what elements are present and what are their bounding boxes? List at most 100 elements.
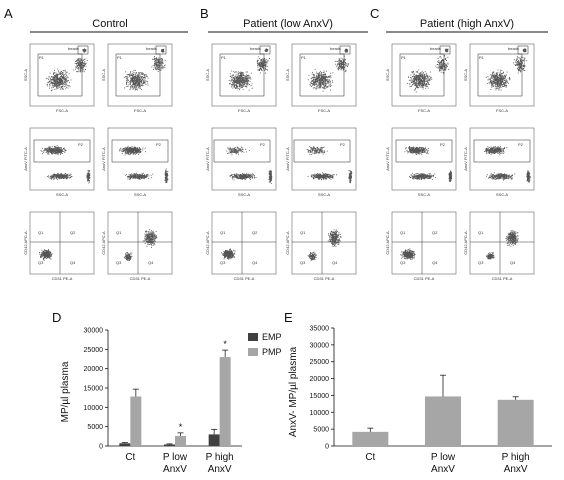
facs-ylabel: SSC-A [285,69,290,82]
gate-p2-label: P2 [260,142,266,147]
gate-p1 [477,53,523,97]
events-cloud [39,249,53,261]
chart-e: AnxV- MP/µl plasma 0 5000 10000 15000 20000 2… [288,326,552,475]
gate-beads-label: beads [146,46,157,51]
gate-p2-label: P2 [440,142,446,147]
facs-frame [29,43,95,107]
events-cloud [45,68,72,92]
bar [219,357,231,446]
quadrant-q3: Q3 [38,260,44,265]
y-tick-label: 10000 [84,405,104,412]
facs-plot: SSC-A FSC-A P1 beads [463,43,535,113]
facs-frame [29,127,95,191]
events-cloud [513,55,527,74]
bar [164,444,175,446]
facs-plot: SSC-A FSC-A P1 beads [385,43,457,113]
facs-frame [469,211,535,275]
facs-xlabel: SSC-A [496,192,509,197]
facs-frame [29,211,95,275]
facs-xlabel: FSC-A [134,108,146,113]
y-tick-label: 0 [99,444,103,451]
facs-xlabel: FSC-A [318,108,330,113]
significance-star: * [179,422,183,432]
bar [425,396,461,446]
events-cloud [123,252,133,261]
gate-p1-label: P1 [401,55,407,60]
category-label: P low [431,452,456,463]
events-cloud [400,248,416,260]
y-tick-label: 20000 [310,376,330,383]
facs-ylabel: AnxV FITC-A [101,147,106,171]
events-cloud [307,172,337,181]
quadrant-q2: Q2 [70,230,76,235]
bar [175,435,186,446]
flow-cytometry-grid: SSC-A FSC-A P1 beads SSC-A FSC-A P1 beads SSC-A F… [23,43,535,281]
group-title-patient-low: Patient (low AnxV) [243,18,333,30]
events-cloud [327,229,342,247]
beads-cloud [161,48,165,53]
facs-xlabel: SSC-A [56,192,69,197]
y-tick-label: 5000 [313,427,329,434]
events-cloud [485,69,511,91]
gate-p1 [299,53,345,97]
panel-letter-c: C [370,6,379,21]
category-label: P low [163,452,188,463]
quadrant-q1: Q1 [220,230,226,235]
gate-p2-label: P2 [518,142,524,147]
facs-ylabel: AnxV FITC-A [205,147,210,171]
facs-frame [391,211,457,275]
facs-ylabel: CD42 APC-A [385,231,390,255]
events-cloud [124,69,149,91]
gate-beads [155,45,167,55]
gate-p2-label: P2 [156,142,162,147]
facs-ylabel: AnxV FITC-A [285,147,290,171]
gate-p1-label: P1 [479,55,485,60]
y-tick-label: 25000 [84,347,104,354]
facs-ylabel: CD42 APC-A [463,231,468,255]
facs-frame [107,127,173,191]
facs-frame [211,211,277,275]
bar [130,396,142,446]
quadrant-q3: Q3 [116,260,122,265]
y-tick-label: 5000 [87,424,103,431]
quadrant-q4: Q4 [252,260,258,265]
quadrant-q4: Q4 [510,260,516,265]
facs-ylabel: AnxV FITC-A [463,147,468,171]
bar [208,434,220,446]
gate-p2-label: P2 [78,142,84,147]
beads-cloud [348,170,353,184]
gate-p1-label: P1 [39,55,45,60]
facs-xlabel: FSC-A [56,108,68,113]
gate-p1 [399,53,445,97]
facs-plot: AnxV FITC-A SSC-A P2 [463,127,535,197]
events-cloud [307,68,334,92]
events-cloud [46,172,73,180]
quadrant-q2: Q2 [432,230,438,235]
facs-plot: SSC-A FSC-A P1 beads [23,43,95,113]
gate-p1-label: P1 [221,55,227,60]
gate-p1-label: P1 [117,55,123,60]
facs-xlabel: FSC-A [418,108,430,113]
events-cloud [486,172,516,181]
events-cloud [228,70,253,91]
gate-beads [339,45,351,55]
events-cloud [307,251,317,262]
events-cloud [505,230,519,247]
quadrant-q3: Q3 [400,260,406,265]
facs-ylabel: CD42 APC-A [285,231,290,255]
events-cloud [40,145,67,155]
facs-ylabel: CD42 APC-A [23,231,28,255]
legend-label: EMP [262,332,282,342]
facs-xlabel: CD31 PE-A [314,276,335,281]
facs-plot: AnxV FITC-A SSC-A P2 [101,127,173,197]
category-label: Ct [365,452,375,463]
bar [352,431,389,446]
category-label: Ct [125,452,135,463]
events-cloud [151,56,166,72]
facs-ylabel: AnxV FITC-A [23,147,28,171]
